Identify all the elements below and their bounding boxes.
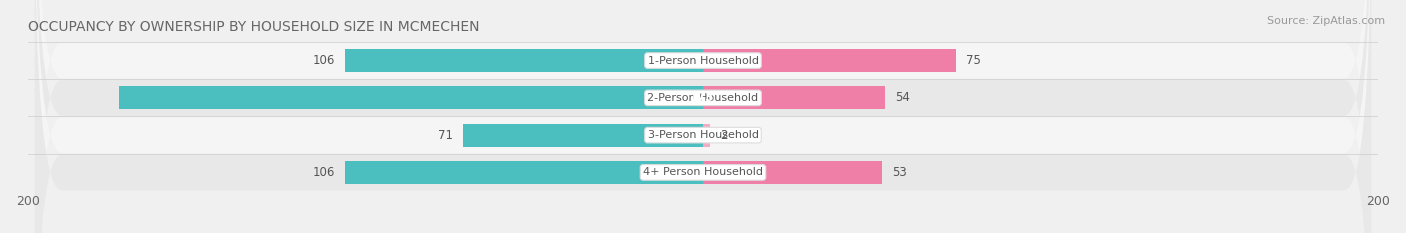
Bar [703,123,710,147]
Text: 106: 106 [312,54,335,67]
Text: 71: 71 [439,129,453,142]
FancyBboxPatch shape [35,0,1371,233]
Text: 2-Person Household: 2-Person Household [647,93,759,103]
Text: Source: ZipAtlas.com: Source: ZipAtlas.com [1267,16,1385,26]
Text: 75: 75 [966,54,981,67]
Bar [346,161,703,184]
Text: OCCUPANCY BY OWNERSHIP BY HOUSEHOLD SIZE IN MCMECHEN: OCCUPANCY BY OWNERSHIP BY HOUSEHOLD SIZE… [28,20,479,34]
Bar [703,161,882,184]
Text: 106: 106 [312,166,335,179]
Bar [464,123,703,147]
Text: 1-Person Household: 1-Person Household [648,56,758,65]
Text: 53: 53 [891,166,907,179]
Text: 2: 2 [720,129,727,142]
FancyBboxPatch shape [35,0,1371,233]
Text: 54: 54 [896,91,910,104]
FancyBboxPatch shape [35,0,1371,233]
Bar [120,86,703,110]
Bar [703,49,956,72]
Text: 4+ Person Household: 4+ Person Household [643,168,763,177]
Bar [346,49,703,72]
Text: 3-Person Household: 3-Person Household [648,130,758,140]
FancyBboxPatch shape [35,0,1371,233]
Bar [703,86,886,110]
Text: 173: 173 [689,91,714,104]
